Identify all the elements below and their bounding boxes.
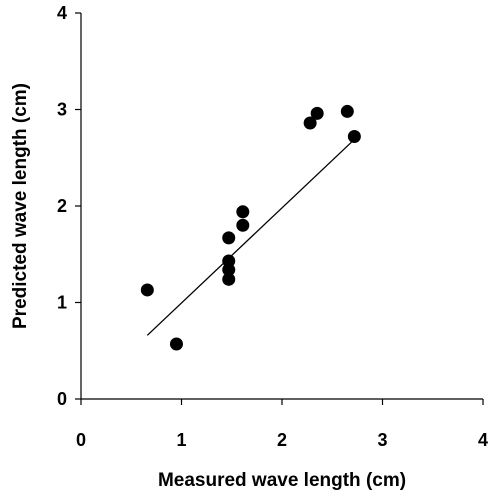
plot-area: 0 1 2 3 4 0 1 2 3 4 (57, 3, 488, 450)
data-point (140, 283, 154, 297)
y-axis-title: Predicted wave length (cm) (10, 83, 31, 329)
data-point (169, 337, 183, 351)
data-point (340, 104, 354, 118)
data-point (222, 272, 236, 286)
data-point (310, 106, 324, 120)
x-tick-label: 4 (478, 430, 488, 450)
x-tick-label: 1 (176, 430, 186, 450)
data-point (347, 130, 361, 144)
y-tick-label: 4 (57, 3, 67, 23)
data-point (222, 231, 236, 245)
trendline (146, 138, 355, 336)
x-tick-label: 2 (277, 430, 287, 450)
y-tick-label: 0 (57, 389, 67, 409)
data-point (303, 116, 317, 130)
y-tick-label: 3 (57, 100, 67, 120)
x-tick-label: 0 (76, 430, 86, 450)
y-tick-label: 2 (57, 196, 67, 216)
data-point (236, 205, 250, 219)
y-tick-label: 1 (57, 293, 67, 313)
x-tick-label: 3 (377, 430, 387, 450)
x-axis-title: Measured wave length (cm) (158, 470, 406, 491)
data-point (222, 263, 236, 277)
data-point (236, 218, 250, 232)
